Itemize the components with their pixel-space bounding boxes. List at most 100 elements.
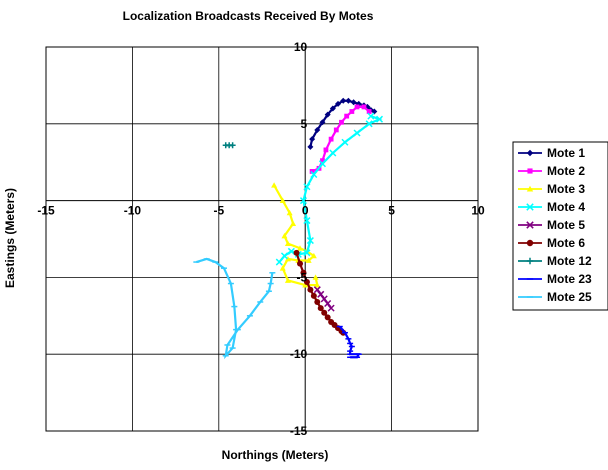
legend-item: Mote 1	[518, 146, 585, 160]
data-point	[303, 217, 311, 225]
data-point	[329, 149, 337, 157]
plot-area	[45, 46, 479, 432]
data-point	[324, 299, 332, 308]
data-point	[317, 305, 324, 312]
data-point	[307, 143, 314, 150]
legend: Mote 1 Mote 2 Mote 3 Mote 4 Mote 5 Mote 6 Mote…	[512, 141, 608, 311]
legend-label: Mote 23	[547, 272, 592, 286]
chart-title: Localization Broadcasts Received By Mote…	[123, 9, 374, 23]
data-point	[526, 239, 534, 247]
data-point	[300, 269, 307, 276]
data-point	[526, 203, 534, 211]
data-point	[321, 309, 328, 316]
data-point	[345, 97, 352, 104]
data-point	[303, 249, 311, 257]
data-point	[318, 160, 327, 168]
data-point	[309, 136, 316, 143]
legend-items: Mote 1 Mote 2 Mote 3 Mote 4 Mote 5 Mote 6 Mote…	[518, 146, 592, 304]
legend-item: Mote 25	[518, 290, 592, 304]
x-tick-label: -10	[124, 204, 142, 218]
data-point	[284, 255, 291, 262]
series-mote-3	[271, 182, 321, 288]
data-point	[312, 274, 319, 280]
data-point	[271, 182, 278, 188]
data-point	[375, 115, 384, 123]
data-point	[526, 257, 534, 265]
x-tick-label: 10	[471, 204, 485, 218]
data-point	[340, 97, 347, 104]
data-point	[303, 279, 310, 286]
y-tick-label: 5	[301, 117, 308, 131]
data-point	[307, 286, 314, 293]
data-point	[314, 298, 321, 305]
series-layer	[193, 97, 384, 360]
data-point	[371, 108, 378, 115]
data-point	[314, 282, 321, 288]
legend-label: Mote 5	[547, 218, 585, 232]
data-point	[297, 260, 304, 267]
y-axis-label: Eastings (Meters)	[3, 188, 17, 288]
data-point	[526, 149, 534, 157]
x-tick-label: -15	[37, 204, 55, 218]
data-point	[335, 100, 342, 107]
data-point	[317, 290, 325, 298]
data-point	[339, 119, 344, 125]
data-point	[279, 265, 286, 271]
data-point	[344, 113, 350, 119]
legend-item: Mote 5	[518, 218, 585, 232]
data-point	[354, 104, 360, 110]
series-mote-12	[222, 142, 236, 149]
data-point	[366, 109, 372, 114]
data-point	[328, 136, 334, 142]
data-point	[323, 147, 329, 153]
data-point	[275, 258, 283, 266]
data-point	[313, 286, 321, 294]
x-tick-label: -5	[213, 204, 224, 218]
y-tick-label: -10	[290, 347, 308, 361]
data-point	[324, 111, 331, 118]
data-point	[333, 127, 339, 133]
data-point	[324, 314, 331, 321]
data-point	[526, 221, 534, 229]
data-point	[327, 304, 335, 312]
data-point	[320, 158, 325, 164]
data-point	[310, 292, 317, 299]
series-mote-5	[313, 286, 335, 312]
legend-label: Mote 2	[547, 164, 585, 178]
data-point	[279, 197, 286, 203]
legend-label: Mote 3	[547, 182, 585, 196]
data-point	[361, 104, 367, 110]
data-point	[299, 197, 308, 205]
x-tick-label: 5	[388, 204, 395, 218]
data-point	[367, 112, 375, 120]
x-axis-label: Northings (Meters)	[222, 448, 329, 462]
legend-label: Mote 6	[547, 236, 585, 250]
legend-item: Mote 3	[518, 182, 585, 196]
data-point	[284, 277, 291, 283]
grid-lines	[45, 46, 479, 432]
legend-label: Mote 12	[547, 254, 592, 268]
data-point	[303, 183, 311, 191]
data-point	[302, 282, 309, 288]
data-point	[290, 220, 297, 227]
data-point	[526, 185, 534, 192]
y-tick-label: -15	[290, 424, 308, 438]
legend-item: Mote 12	[518, 254, 592, 268]
data-point	[319, 119, 326, 126]
x-tick-label: 0	[302, 204, 309, 218]
data-point	[286, 209, 293, 216]
data-point	[284, 240, 291, 247]
zero-axes	[46, 47, 478, 431]
data-point	[310, 252, 317, 259]
data-point	[341, 138, 349, 146]
data-point	[353, 129, 361, 137]
data-point	[305, 257, 312, 263]
y-tick-label: 10	[294, 40, 308, 54]
data-point	[310, 170, 318, 179]
data-point	[527, 168, 533, 174]
data-point	[306, 237, 314, 245]
data-point	[297, 245, 304, 251]
legend-label: Mote 25	[547, 290, 592, 304]
series-mote-25	[193, 257, 276, 360]
